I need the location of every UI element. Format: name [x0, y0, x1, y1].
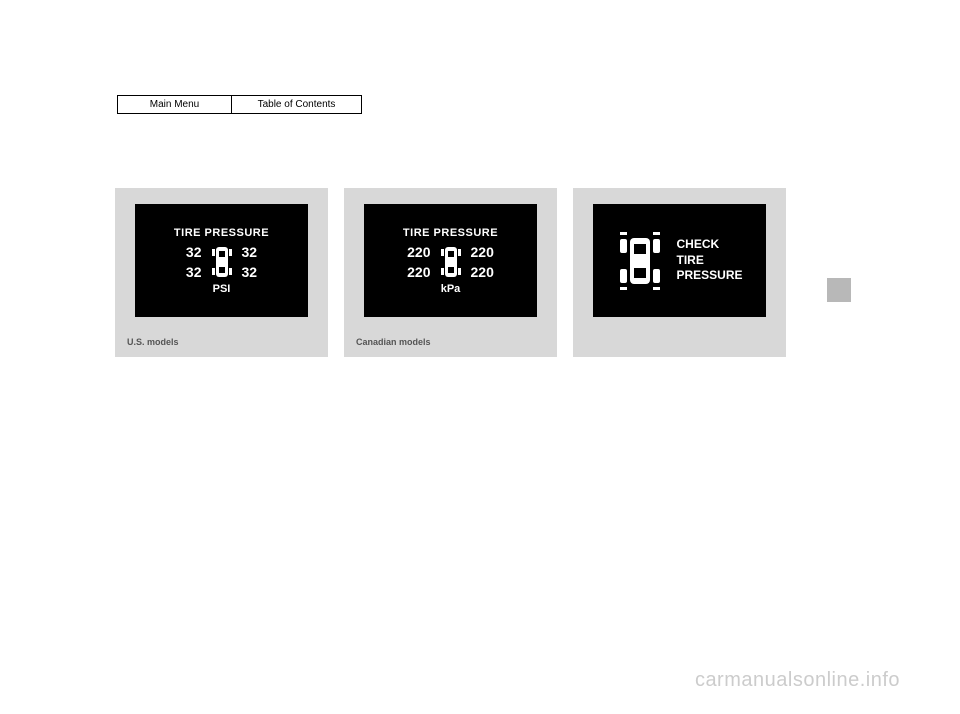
check-line2: TIRE	[676, 253, 742, 269]
us-tire-rr: 32	[242, 264, 258, 280]
check-text: CHECK TIRE PRESSURE	[676, 237, 742, 284]
ca-model-label: Canadian models	[356, 337, 431, 347]
us-unit: PSI	[213, 283, 231, 295]
ca-tire-fl: 220	[407, 244, 430, 260]
tire-pressure-displays: TIRE PRESSURE 32 32 32 32	[115, 188, 786, 357]
check-line1: CHECK	[676, 237, 742, 253]
check-line3: PRESSURE	[676, 268, 742, 284]
us-tire-fr: 32	[242, 244, 258, 260]
ca-tire-rr: 220	[471, 264, 494, 280]
us-display-box: TIRE PRESSURE 32 32 32 32	[115, 188, 328, 357]
main-menu-button[interactable]: Main Menu	[117, 95, 232, 114]
page-side-tab	[827, 278, 851, 302]
ca-tire-fr: 220	[471, 244, 494, 260]
us-tire-fl: 32	[186, 244, 202, 260]
ca-lcd: TIRE PRESSURE 220 220 220 220	[364, 204, 537, 317]
car-top-icon	[439, 243, 463, 281]
ca-display-box: TIRE PRESSURE 220 220 220 220	[344, 188, 557, 357]
ca-lcd-title: TIRE PRESSURE	[403, 227, 498, 239]
ca-unit: kPa	[441, 283, 461, 295]
car-top-icon	[210, 243, 234, 281]
check-lcd: CHECK TIRE PRESSURE	[593, 204, 766, 317]
us-model-label: U.S. models	[127, 337, 179, 347]
watermark-text: carmanualsonline.info	[695, 669, 900, 692]
us-lcd-title: TIRE PRESSURE	[174, 227, 269, 239]
car-tires-icon	[616, 230, 664, 292]
us-tire-rl: 32	[186, 264, 202, 280]
toc-button[interactable]: Table of Contents	[232, 95, 362, 114]
check-display-box: CHECK TIRE PRESSURE	[573, 188, 786, 357]
ca-tire-rl: 220	[407, 264, 430, 280]
us-lcd: TIRE PRESSURE 32 32 32 32	[135, 204, 308, 317]
